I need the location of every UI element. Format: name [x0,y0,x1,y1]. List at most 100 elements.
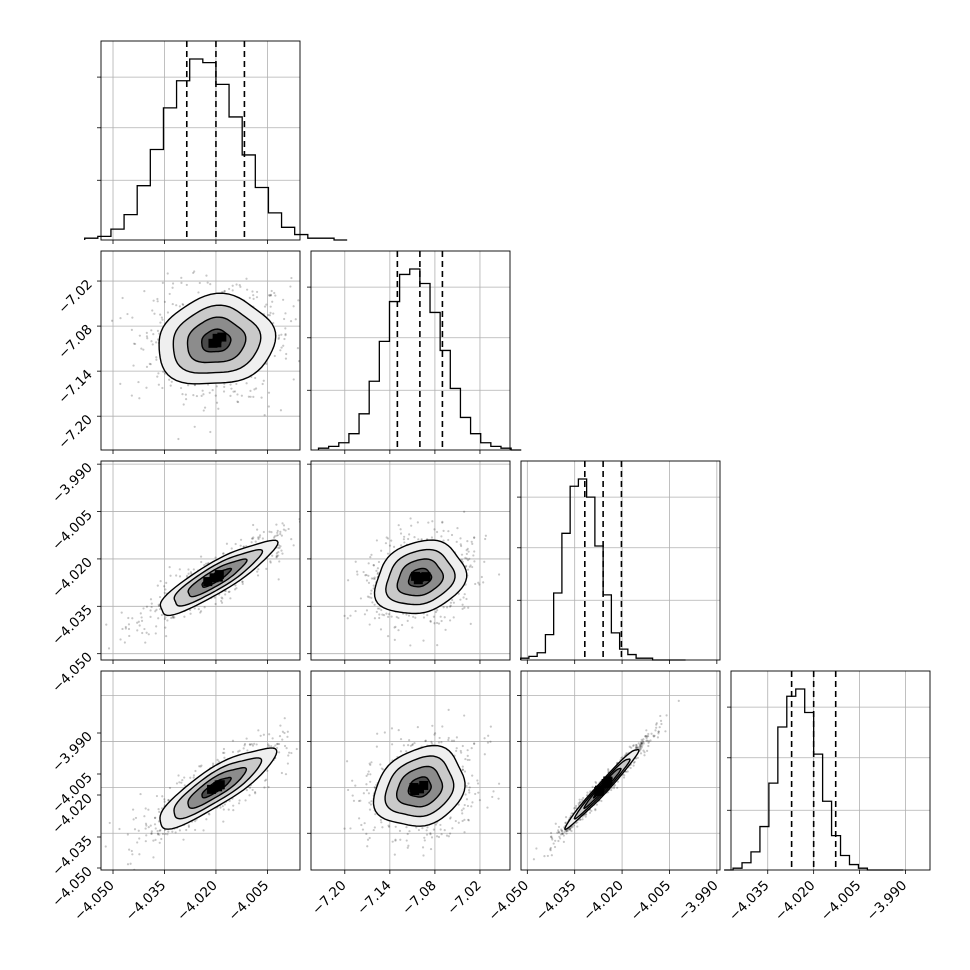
sample-point [639,743,642,746]
sample-point [426,826,429,829]
sample-point [208,813,211,816]
sample-point [241,582,244,585]
sample-point [199,611,202,614]
sample-point [161,832,165,836]
sample-point [640,746,643,749]
scatter-panel-2-0: −4.050−4.035−4.020−4.005−3.990 [49,460,308,696]
sample-point [582,796,585,800]
sample-point [183,615,186,618]
sample-point [139,612,142,615]
sample-point [263,786,266,789]
sample-point [273,354,276,358]
sample-point [236,400,239,403]
sample-point [231,739,235,742]
sample-point [365,774,368,778]
sample-point [653,734,656,737]
sample-point [192,774,196,777]
sample-point [282,524,286,527]
sample-point [254,376,257,380]
sample-point [450,739,454,742]
sample-point [373,603,376,606]
sample-point [138,397,141,400]
sample-point [659,719,663,722]
sample-point [290,538,293,541]
contour-line-2 [186,316,247,364]
y-tick-label: −4.035 [49,602,96,649]
sample-point [332,290,334,292]
sample-point [268,314,271,317]
sample-point [559,833,563,836]
sample-point [374,813,377,816]
sample-point [138,853,141,856]
sample-point [297,299,300,302]
sample-point [558,831,561,834]
sample-point [415,826,418,829]
x-tick-label: −4.005 [226,878,273,925]
sample-point [280,534,283,537]
sample-point [650,732,653,735]
sample-point [644,735,647,738]
sample-point [316,716,318,718]
sample-point [254,791,257,794]
sample-point [271,554,274,557]
sample-point [431,724,434,727]
sample-point [206,281,209,284]
sample-point [433,733,436,736]
sample-point [282,528,286,531]
sample-point [549,848,552,851]
sample-point [369,780,372,783]
sample-point [570,812,573,815]
sample-point [397,629,400,632]
sample-point [425,833,429,836]
x-tick-label: −4.020 [772,878,819,925]
sample-point [658,726,661,729]
sample-point [145,631,148,634]
sample-point [565,830,568,833]
sample-point [466,749,469,752]
sample-point [466,540,469,543]
sample-point [156,832,160,835]
sample-point [468,565,471,568]
sample-point [585,794,589,797]
sample-point [370,553,373,556]
sample-point [447,738,450,742]
sample-point [185,828,188,832]
sample-point [370,761,373,764]
sample-point [558,837,562,840]
sample-point [399,532,403,535]
sample-point [284,529,287,532]
sample-point [145,365,149,368]
sample-point [497,797,500,800]
sample-point [154,816,157,819]
sample-point [270,531,273,534]
sample-point [126,312,129,316]
sample-point [248,786,252,789]
density-peak [421,572,431,582]
sample-point [166,311,170,314]
sample-point [241,580,244,584]
sample-point [455,736,458,739]
sample-point [248,296,251,299]
sample-point [347,788,350,792]
sample-point [194,820,197,823]
sample-point [209,430,212,434]
sample-point [203,406,207,409]
sample-point [546,854,549,858]
x-tick-label: −7.02 [444,878,485,919]
sample-point [628,745,631,748]
contour-line-3 [407,776,432,798]
sample-point [217,760,221,763]
sample-point [152,839,155,842]
sample-point [464,556,467,559]
sample-point [549,849,552,852]
sample-point [465,798,469,801]
sample-point [406,846,409,849]
sample-point [586,791,589,794]
sample-point [306,523,308,525]
sample-point [150,605,153,609]
sample-point [290,276,293,280]
sample-point [421,846,425,849]
sample-point [144,827,147,830]
sample-point [463,606,466,609]
sample-point [162,370,165,373]
